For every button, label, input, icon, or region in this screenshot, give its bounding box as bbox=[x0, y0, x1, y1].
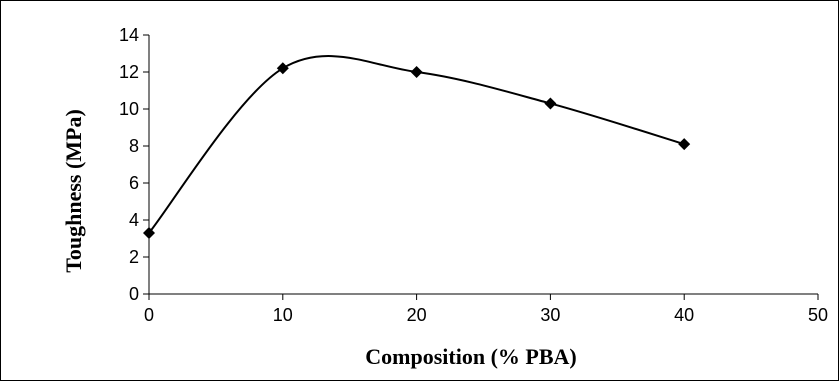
x-tick-label: 50 bbox=[808, 305, 828, 325]
y-tick-label: 8 bbox=[129, 136, 139, 156]
x-axis-title: Composition (% PBA) bbox=[365, 344, 576, 369]
markers-group bbox=[143, 62, 691, 239]
y-tick-label: 14 bbox=[119, 25, 139, 45]
y-tick-label: 2 bbox=[129, 247, 139, 267]
x-tick-label: 30 bbox=[540, 305, 560, 325]
y-tick-label: 6 bbox=[129, 173, 139, 193]
data-point-marker bbox=[678, 138, 691, 151]
data-point-marker bbox=[544, 97, 557, 110]
y-axis-title: Toughness (MPa) bbox=[61, 109, 86, 273]
x-tick-label: 10 bbox=[273, 305, 293, 325]
ticks-group: 0 2 4 6 8 10 12 14 0 10 20 30 40 50 bbox=[119, 25, 828, 325]
data-point-marker bbox=[276, 62, 289, 75]
y-tick-label: 12 bbox=[119, 62, 139, 82]
y-tick-label: 0 bbox=[129, 284, 139, 304]
y-tick-label: 10 bbox=[119, 99, 139, 119]
y-tick-label: 4 bbox=[129, 210, 139, 230]
x-tick-label: 40 bbox=[674, 305, 694, 325]
x-tick-label: 0 bbox=[144, 305, 154, 325]
data-point-marker bbox=[410, 66, 423, 78]
x-tick-label: 20 bbox=[407, 305, 427, 325]
series-line bbox=[148, 55, 685, 234]
